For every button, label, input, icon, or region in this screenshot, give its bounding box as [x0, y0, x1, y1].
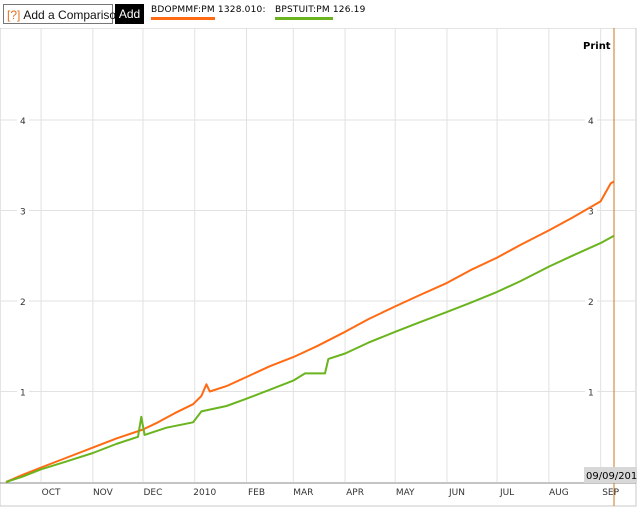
series-line-bpstuit-pm	[5, 234, 615, 483]
y-tick-bg	[585, 112, 597, 128]
add-button[interactable]: Add	[115, 4, 144, 24]
chart-area[interactable]: 1 1 2 2 3 3 4 4 OCT NOV DEC 2010 FEB MAR APR MAY JUN JUL…	[0, 27, 637, 508]
y-tick-bg	[17, 202, 29, 219]
add-comparison-label: Add a Comparison	[23, 8, 123, 22]
x-tick-label: NOV	[93, 488, 114, 498]
date-readout-box	[584, 467, 637, 483]
x-tick-label: DEC	[144, 488, 163, 498]
y-tick-bg	[585, 383, 597, 400]
plot-frame	[0, 27, 637, 507]
toolbar: [?] Add a Comparison Add BDOPMMF:PM 1328.…	[0, 0, 637, 28]
x-tick-label: APR	[346, 488, 364, 498]
y-tick-label-right: 2	[588, 298, 594, 308]
help-icon[interactable]: [?]	[7, 8, 21, 22]
y-tick-bg	[585, 293, 597, 309]
y-tick-bg	[17, 112, 29, 128]
legend-swatch-bdopmmf	[151, 17, 215, 20]
x-tick-label: FEB	[248, 488, 265, 498]
x-tick-label: MAY	[396, 488, 415, 498]
y-tick-bg	[17, 383, 29, 400]
y-tick-label-right: 1	[588, 389, 594, 399]
x-tick-label: AUG	[549, 488, 569, 498]
x-tick-label: MAR	[293, 488, 313, 498]
series-line-bdopmmf-pm	[5, 180, 615, 483]
x-tick-label: 2010	[193, 488, 216, 498]
x-tick-label: JUL	[499, 488, 514, 498]
date-readout: 09/09/201	[586, 471, 637, 482]
legend-item-bpstuit: BPSTUIT:PM 126.19	[275, 5, 366, 15]
y-tick-label-right: 4	[588, 117, 594, 127]
print-link[interactable]: Print	[583, 41, 611, 52]
x-tick-label: SEP	[602, 488, 619, 498]
y-tick-label-left: 1	[20, 389, 26, 399]
legend-item-bdopmmf: BDOPMMF:PM 1328.010:	[151, 5, 266, 15]
y-tick-label-left: 2	[20, 298, 26, 308]
y-tick-label-right: 3	[588, 208, 594, 218]
y-tick-label-left: 4	[20, 117, 26, 127]
y-tick-bg	[585, 202, 597, 219]
x-tick-label: JUN	[448, 488, 465, 498]
add-comparison-button[interactable]: [?] Add a Comparison	[3, 4, 123, 24]
legend-swatch-bpstuit	[275, 17, 333, 20]
x-tick-label: OCT	[42, 488, 61, 498]
y-tick-bg	[17, 293, 29, 309]
y-tick-label-left: 3	[20, 208, 26, 218]
